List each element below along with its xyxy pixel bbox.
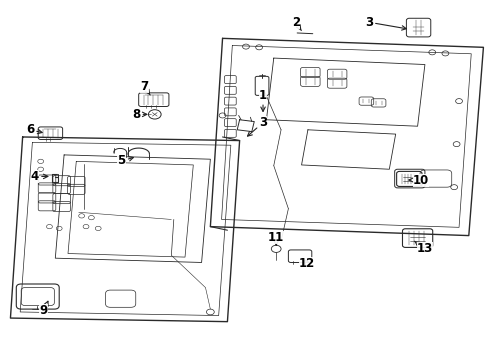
Text: 7: 7	[140, 80, 150, 95]
Text: 9: 9	[40, 301, 48, 318]
Text: 10: 10	[408, 174, 428, 186]
Text: 13: 13	[414, 241, 432, 255]
Text: 12: 12	[298, 257, 314, 270]
Text: 1: 1	[259, 89, 266, 112]
Text: 6: 6	[26, 123, 42, 136]
Text: 11: 11	[267, 231, 284, 245]
Text: 3: 3	[247, 116, 266, 136]
Text: 2: 2	[291, 16, 301, 31]
Text: 4: 4	[31, 170, 48, 183]
Text: 3: 3	[364, 16, 406, 30]
Text: 8: 8	[132, 108, 146, 121]
Text: 5: 5	[117, 154, 133, 167]
